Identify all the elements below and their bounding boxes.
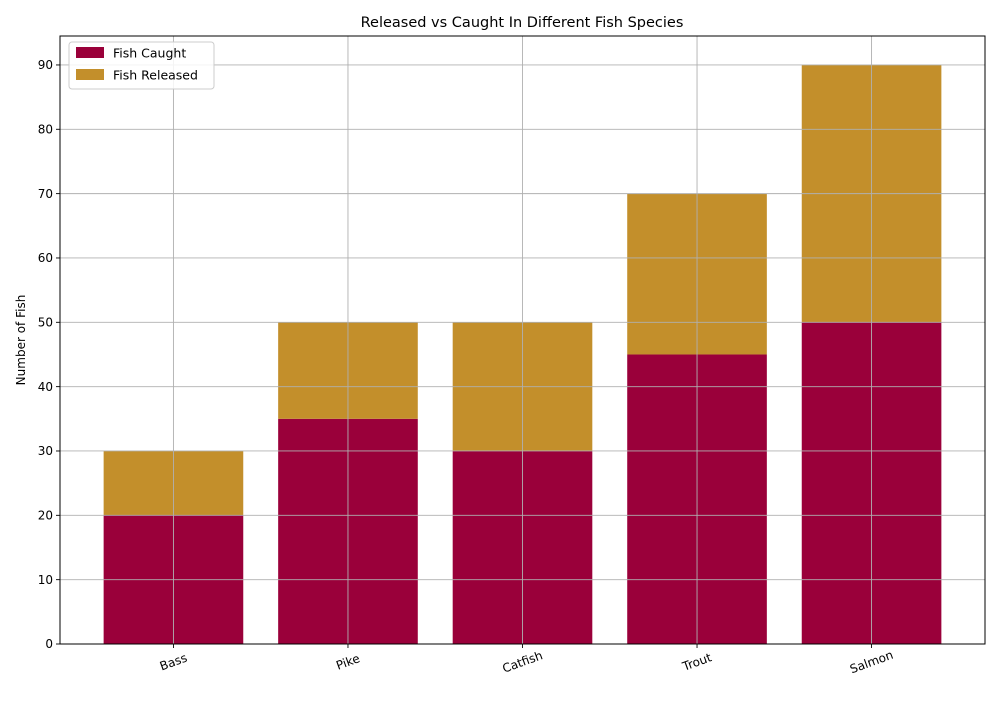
- legend: Fish Caught Fish Released: [68, 41, 215, 90]
- y-tick-label: 30: [38, 444, 53, 458]
- x-tick-label-trout: Trout: [680, 650, 714, 674]
- legend-swatch-fish-caught: [76, 47, 104, 58]
- legend-label-fish-caught: Fish Caught: [113, 46, 186, 61]
- y-tick-label: 40: [38, 380, 53, 394]
- x-tick-label-catfish: Catfish: [500, 648, 544, 675]
- x-tick-label-bass: Bass: [158, 651, 189, 674]
- y-tick-label: 50: [38, 316, 53, 330]
- y-tick-label: 0: [45, 637, 53, 651]
- y-axis-label: Number of Fish: [14, 295, 28, 386]
- y-tick-label: 10: [38, 573, 53, 587]
- legend-swatch-fish-released: [76, 69, 104, 80]
- x-tick-label-salmon: Salmon: [848, 648, 895, 677]
- y-tick-label: 90: [38, 58, 53, 72]
- legend-box: [68, 41, 215, 90]
- chart-title: Released vs Caught In Different Fish Spe…: [361, 15, 684, 31]
- y-tick-label: 70: [38, 187, 53, 201]
- y-tick-label: 20: [38, 509, 53, 523]
- legend-label-fish-released: Fish Released: [113, 68, 198, 83]
- y-tick-label: 80: [38, 122, 53, 136]
- x-tick-label-pike: Pike: [334, 651, 362, 672]
- y-tick-label: 60: [38, 251, 53, 265]
